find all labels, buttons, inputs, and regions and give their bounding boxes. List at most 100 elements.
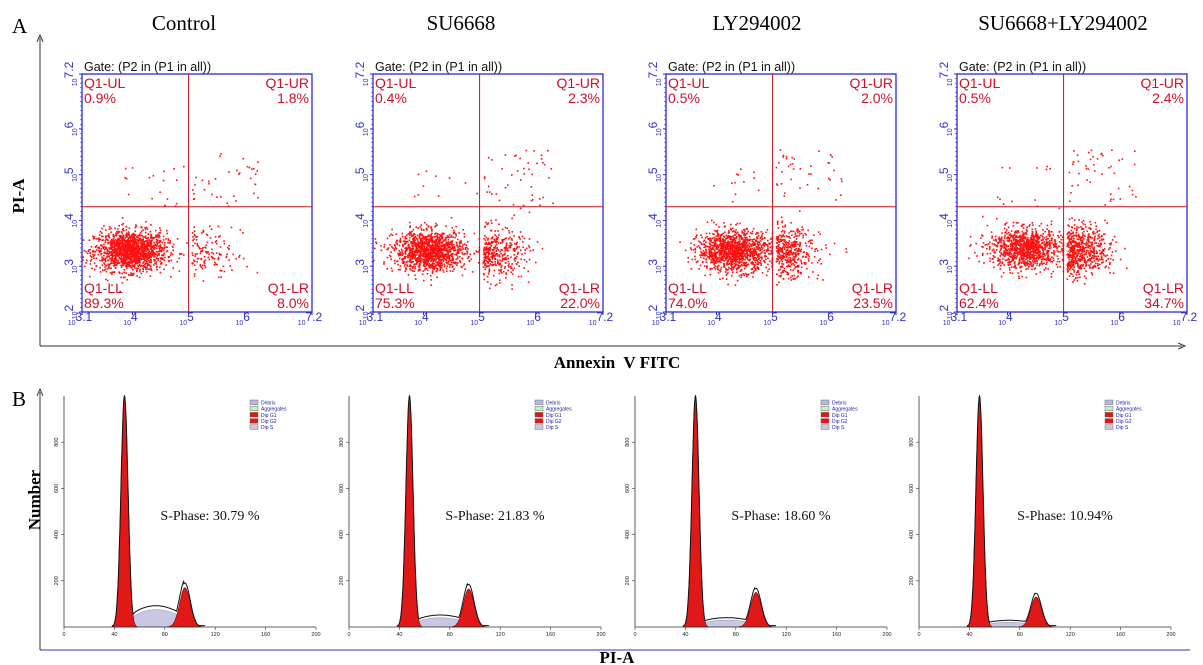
scatter-point — [105, 268, 107, 271]
scatter-point — [486, 248, 489, 250]
scatter-point — [490, 283, 492, 285]
scatter-point — [448, 248, 450, 251]
scatter-point — [732, 241, 735, 243]
scatter-point — [483, 278, 486, 281]
scatter-point — [117, 262, 120, 265]
scatter-point — [781, 235, 784, 237]
scatter-point — [152, 252, 155, 255]
scatter-point — [143, 254, 146, 256]
scatter-point — [426, 263, 429, 265]
scatter-point — [135, 261, 137, 264]
scatter-point — [718, 256, 721, 259]
scatter-point — [143, 236, 146, 238]
scatter-point — [186, 242, 188, 244]
scatter-point — [93, 254, 96, 256]
scatter-point — [111, 259, 113, 261]
scatter-point — [133, 266, 136, 269]
scatter-point — [145, 267, 147, 269]
scatter-point — [753, 243, 755, 245]
scatter-point — [228, 171, 230, 173]
scatter-point — [752, 258, 755, 261]
scatter-point — [130, 259, 133, 262]
scatter-point — [167, 241, 169, 244]
scatter-point — [738, 250, 740, 252]
scatter-point — [393, 248, 396, 250]
scatter-point — [425, 259, 428, 262]
scatter-point — [427, 256, 429, 258]
scatter-point — [493, 269, 496, 272]
scatter-point — [139, 234, 142, 237]
scatter-point — [411, 238, 414, 241]
scatter-point — [155, 253, 158, 256]
scatter-point — [725, 262, 728, 265]
scatter-point — [127, 237, 130, 239]
scatter-point — [440, 244, 442, 247]
scatter-point — [131, 262, 133, 265]
scatter-point — [128, 257, 130, 259]
scatter-point — [707, 238, 709, 240]
scatter-point — [440, 245, 443, 248]
scatter-point — [540, 158, 543, 160]
scatter-point — [149, 275, 152, 277]
scatter-point — [457, 248, 459, 251]
scatter-point — [129, 259, 131, 262]
scatter-point — [139, 232, 142, 234]
scatter-point — [443, 239, 446, 241]
scatter-point — [135, 255, 138, 257]
scatter-point — [201, 247, 204, 250]
scatter-point — [449, 248, 451, 251]
scatter-point — [430, 235, 432, 238]
scatter-point — [485, 257, 488, 259]
scatter-point — [727, 236, 730, 239]
scatter-point — [525, 149, 528, 152]
scatter-point — [453, 247, 456, 249]
quadrant-value-q1-ur: 2.3% — [568, 90, 600, 106]
scatter-point — [739, 243, 742, 246]
scatter-point — [94, 246, 97, 248]
scatter-point — [762, 243, 764, 246]
scatter-point — [808, 260, 810, 262]
scatter-point — [699, 254, 701, 256]
scatter-point — [111, 243, 114, 246]
scatter-point — [437, 248, 440, 251]
scatter-point — [156, 243, 159, 246]
scatter-point — [736, 247, 739, 250]
scatter-point — [193, 230, 196, 232]
scatter-point — [408, 265, 411, 267]
scatter-point — [437, 253, 440, 255]
scatter-point — [745, 250, 747, 252]
scatter-point — [405, 246, 407, 249]
scatter-point — [764, 261, 766, 263]
scatter-point — [127, 262, 129, 265]
scatter-point — [222, 265, 225, 268]
scatter-point — [726, 253, 728, 256]
scatter-point — [122, 264, 124, 266]
scatter-point — [141, 234, 143, 237]
scatter-point — [738, 247, 741, 249]
scatter-point — [417, 227, 419, 229]
scatter-point — [256, 271, 259, 274]
scatter-point — [753, 265, 756, 267]
scatter-point — [208, 182, 210, 185]
scatter-point — [700, 242, 703, 245]
scatter-point — [130, 240, 132, 242]
scatter-point — [133, 258, 136, 260]
scatter-point — [451, 247, 454, 249]
scatter-point — [709, 268, 712, 271]
scatter-point — [437, 247, 439, 249]
scatter-point — [441, 238, 443, 240]
scatter-point — [135, 224, 137, 226]
plot-frame — [81, 73, 313, 313]
scatter-point — [434, 226, 437, 228]
scatter-point — [139, 253, 141, 255]
scatter-point — [708, 248, 710, 251]
scatter-point — [414, 274, 416, 276]
scatter-point — [194, 184, 196, 186]
scatter-point — [112, 251, 115, 254]
scatter-point — [383, 246, 385, 248]
scatter-point — [151, 250, 153, 252]
scatter-point — [447, 241, 450, 243]
scatter-point — [161, 241, 163, 244]
scatter-point — [429, 257, 432, 259]
scatter-point — [510, 271, 513, 274]
